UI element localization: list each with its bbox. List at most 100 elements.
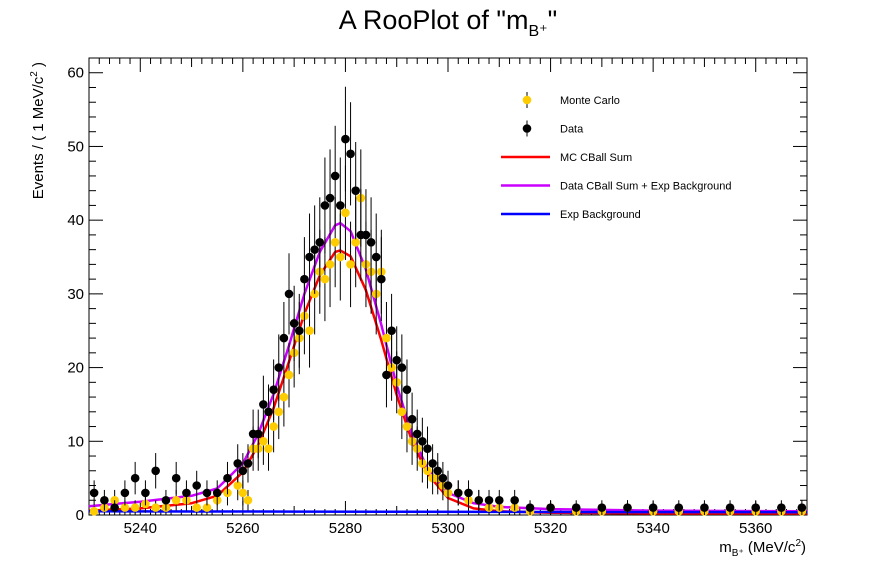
data-point (264, 407, 273, 417)
data-point (212, 488, 222, 498)
data-points (89, 86, 807, 516)
x-axis-label-rest: (MeV/c (744, 539, 796, 556)
legend: Monte Carlo Data MC CBall Sum Data CBall Su… (501, 92, 732, 221)
data-point (310, 245, 319, 254)
data-point (366, 237, 376, 247)
y-tick-label: 50 (67, 138, 84, 155)
data-point (253, 429, 263, 439)
x-tick-label: 5240 (124, 520, 157, 537)
data-point (305, 252, 314, 262)
data-point (402, 385, 412, 394)
monte-carlo-point (274, 407, 284, 417)
data-point (346, 149, 355, 159)
y-tick-label: 20 (67, 360, 84, 377)
legend-label-mc-cball-sum: MC CBall Sum (560, 152, 632, 164)
monte-carlo-point (279, 392, 289, 402)
y-axis-label-main: Events / ( 1 MeV/c (30, 76, 47, 199)
data-point (423, 444, 432, 453)
x-tick-labels: 5240 5260 5280 5300 5320 5340 5360 (124, 520, 773, 537)
data-point (151, 466, 160, 476)
data-point (377, 274, 386, 284)
data-point (171, 473, 181, 483)
monte-carlo-point (233, 481, 243, 490)
data-point (110, 503, 119, 512)
data-point (382, 370, 391, 380)
monte-carlo-point (264, 444, 273, 453)
data-point (238, 466, 248, 476)
data-point (453, 488, 463, 498)
x-axis-label-close: ) (801, 539, 806, 556)
y-tick-label: 0 (76, 507, 84, 524)
data-point (407, 414, 417, 424)
legend-label-data-cball-sum-exp-background: Data CBall Sum + Exp Background (560, 181, 732, 193)
data-point (387, 326, 396, 336)
data-point (392, 355, 402, 365)
data-point (259, 400, 268, 409)
y-axis-label-close: ) (30, 62, 47, 71)
x-tick-label: 5300 (431, 520, 464, 537)
data-point (336, 201, 345, 210)
legend-label-monte-carlo: Monte Carlo (560, 95, 620, 107)
y-tick-label: 10 (67, 433, 84, 450)
axis-ticks (88, 57, 808, 516)
data-point (300, 274, 309, 284)
y-tick-label: 60 (67, 65, 84, 82)
data-point (751, 503, 761, 512)
x-tick-label: 5320 (534, 520, 567, 537)
monte-carlo-point (269, 422, 278, 431)
monte-carlo-point (402, 422, 412, 431)
monte-carlo-point (336, 252, 345, 262)
data-point (330, 171, 340, 181)
data-point (130, 473, 140, 483)
data-point (325, 193, 335, 203)
y-tick-label: 30 (67, 286, 84, 303)
data-point (428, 459, 437, 468)
data-point (433, 466, 443, 476)
chart-title-close: " (548, 5, 558, 35)
monte-carlo-point (192, 503, 201, 512)
monte-carlo-point (238, 488, 248, 498)
data-point (700, 503, 709, 512)
data-point (341, 134, 350, 144)
data-point (269, 385, 278, 394)
y-tick-label: 40 (67, 212, 84, 229)
data-point (674, 503, 684, 512)
data-point (89, 488, 99, 498)
data-point (284, 289, 294, 299)
data-point (351, 186, 360, 195)
x-tick-label: 5340 (636, 520, 669, 537)
data-point (294, 326, 304, 336)
data-point (141, 488, 150, 498)
monte-carlo-point (130, 503, 140, 512)
monte-carlo-point (341, 208, 350, 218)
monte-carlo-point (284, 370, 294, 380)
data-point (484, 495, 494, 505)
data-point (777, 503, 786, 512)
data-point (525, 503, 535, 512)
chart-title-sub: B⁺ (528, 23, 547, 40)
x-axis-label: mB⁺ (MeV/c2) (719, 538, 806, 559)
data-point (361, 230, 371, 240)
data-point (315, 237, 325, 247)
plot-frame (88, 57, 808, 516)
fit-curves (88, 221, 808, 515)
data-point (510, 495, 519, 505)
y-axis-label: Events / ( 1 MeV/c2 ) (29, 62, 47, 199)
x-tick-label: 5280 (329, 520, 362, 537)
data-point (725, 503, 735, 512)
monte-carlo-point (120, 503, 130, 512)
x-tick-label: 5360 (739, 520, 772, 537)
legend-label-data: Data (560, 124, 584, 136)
x-axis-label-sub: B⁺ (732, 548, 744, 559)
monte-carlo-point (423, 466, 432, 476)
data-point (100, 495, 109, 505)
data-point (597, 503, 607, 512)
data-point (648, 503, 658, 512)
monte-carlo-point (330, 237, 340, 247)
x-tick-label: 5260 (226, 520, 259, 537)
data-point (412, 429, 422, 439)
data-point (120, 488, 130, 498)
x-axis-label-sup: 2 (795, 538, 801, 549)
monte-carlo-point (171, 495, 181, 505)
data-point (279, 333, 289, 343)
